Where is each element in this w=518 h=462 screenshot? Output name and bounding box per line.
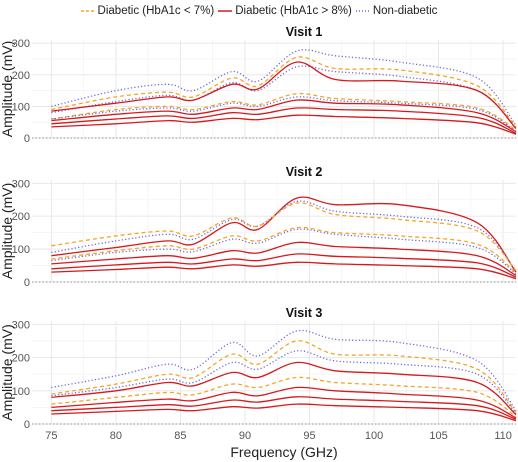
panel-3-series-8-line (51, 403, 517, 422)
panel-3-y-tick-label: 0 (24, 419, 30, 431)
panel-2-title: Visit 2 (286, 165, 323, 179)
legend-label-hba1c-low: Diabetic (HbA1c < 7%) (97, 5, 215, 17)
panel-2-y-tick-label: 100 (12, 244, 30, 256)
panel-1-series-9-line (51, 96, 517, 132)
panel-3-y-tick-label: 200 (12, 353, 30, 365)
x-axis-label: Frequency (GHz) (230, 444, 337, 460)
panel-2-y-axis-label: Amplitude (mV) (0, 183, 15, 279)
panel-3-y-tick-label: 300 (12, 319, 30, 331)
panel-1-y-tick-label: 200 (12, 70, 30, 82)
panel-1-series-3-line (51, 56, 517, 128)
legend-item-non-diabetic: Non-diabetic (355, 5, 438, 17)
x-tick-label: 75 (45, 430, 57, 442)
x-tick-label: 105 (429, 430, 447, 442)
x-tick-label: 100 (365, 430, 383, 442)
legend-swatch-dotted-blue (355, 10, 370, 12)
panel-3-series-3-line (51, 350, 517, 414)
panel-1-series-2-line (51, 65, 517, 129)
legend-label-hba1c-high: Diabetic (HbA1c > 8%) (235, 5, 352, 17)
panel-3-series-2-line (51, 340, 517, 413)
x-tick-label: 85 (174, 430, 186, 442)
x-tick-label: 80 (110, 430, 122, 442)
panel-1-series-1-line (51, 49, 517, 126)
legend-swatch-dashed-orange (80, 10, 95, 12)
legend-item-hba1c-low: Diabetic (HbA1c < 7%) (80, 5, 215, 17)
panel-1-series-7-line (51, 107, 517, 134)
panel-2-y-tick-label: 200 (12, 211, 30, 223)
panel-2-series-1-line (51, 196, 517, 273)
panel-3-y-axis-label: Amplitude (mV) (0, 324, 15, 420)
panel-1-series-6-line (51, 99, 517, 133)
panel-2-series-3-line (51, 202, 517, 271)
panel-1-series-5-line (51, 61, 517, 129)
panel-1-series-8-line (51, 114, 517, 135)
x-tick-label: 95 (303, 430, 315, 442)
panel-1-plot-area (32, 40, 516, 138)
legend-label-non-diabetic: Non-diabetic (372, 5, 438, 17)
panel-2-series-4-line (51, 226, 517, 274)
legend: Diabetic (HbA1c < 7%) Diabetic (HbA1c > … (0, 3, 518, 19)
panel-1-y-tick-label: 0 (24, 133, 30, 145)
panel-3-series-5-line (51, 376, 517, 418)
panel-1-y-tick-label: 100 (12, 101, 30, 113)
panel-3-title: Visit 3 (286, 306, 323, 320)
panel-2-y-tick-label: 0 (24, 277, 30, 289)
panel-2-series-2-line (51, 200, 517, 271)
legend-swatch-solid-red (218, 10, 233, 12)
panel-2-series-7-line (51, 253, 517, 278)
panel-3-series-1-line (51, 329, 517, 412)
panel-1-y-axis-label: Amplitude (mV) (0, 41, 15, 137)
panel-3-series-7-line (51, 396, 517, 420)
panel-2-series-8-line (51, 261, 517, 280)
panel-1-y-tick-label: 300 (12, 38, 30, 50)
panel-2-y-tick-label: 300 (12, 178, 30, 190)
panel-3-y-tick-label: 100 (12, 386, 30, 398)
panel-1-series-4-line (51, 92, 517, 131)
x-tick-label: 110 (494, 430, 512, 442)
legend-item-hba1c-high: Diabetic (HbA1c > 8%) (218, 5, 352, 17)
panel-1-title: Visit 1 (286, 25, 323, 39)
panel-3-series-4-line (51, 361, 517, 416)
x-tick-label: 90 (239, 430, 251, 442)
panel-2-series-6-line (51, 241, 517, 276)
panel-3-series-6-line (51, 386, 517, 419)
